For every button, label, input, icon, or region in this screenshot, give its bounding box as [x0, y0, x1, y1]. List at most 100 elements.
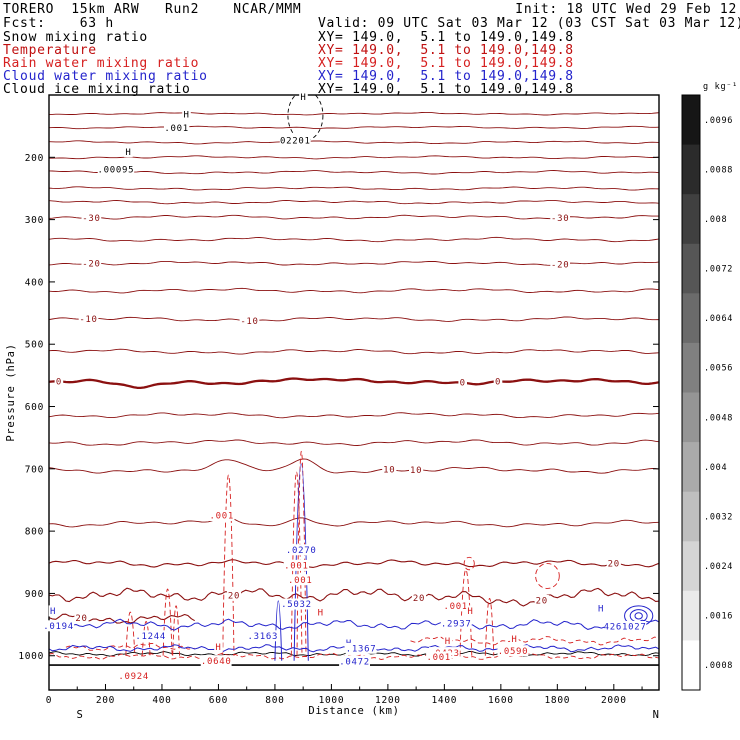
svg-text:0: 0: [495, 378, 501, 388]
legend-xy-cloud-ice: XY= 149.0, 5.1 to 149.0,149.8: [318, 82, 574, 97]
svg-text:1400: 1400: [432, 695, 458, 706]
temperature-contours: [49, 111, 659, 624]
svg-text:H: H: [50, 607, 56, 617]
svg-text:20: 20: [413, 594, 425, 604]
svg-text:.0096: .0096: [704, 116, 733, 126]
svg-text:H: H: [300, 93, 306, 103]
svg-text:.001: .001: [284, 562, 308, 572]
svg-text:200: 200: [25, 153, 44, 164]
svg-text:g kg⁻¹: g kg⁻¹: [703, 82, 738, 92]
legend-label-rain: Rain water mixing ratio: [3, 56, 200, 71]
svg-text:-30: -30: [551, 214, 569, 224]
svg-text:H: H: [183, 111, 189, 121]
svg-text:0: 0: [56, 378, 62, 388]
svg-text:.0640: .0640: [201, 657, 232, 667]
svg-text:800: 800: [265, 695, 284, 706]
svg-text:.008: .008: [704, 215, 727, 225]
legend-xy-rain: XY= 149.0, 5.1 to 149.0,149.8: [318, 56, 574, 71]
x-axis-title: Distance (km): [308, 705, 399, 717]
svg-text:10: 10: [410, 466, 422, 476]
svg-text:.0024: .0024: [704, 562, 733, 572]
svg-text:400: 400: [25, 277, 44, 288]
svg-text:.1244: .1244: [135, 632, 166, 642]
legend-label-cloud-water: Cloud water mixing ratio: [3, 69, 208, 84]
svg-text:.1367: .1367: [346, 645, 377, 655]
svg-text:1000: 1000: [18, 651, 44, 662]
svg-text:.0072: .0072: [704, 265, 733, 275]
valid-time: Valid: 09 UTC Sat 03 Mar 12 (03 CST Sat …: [318, 16, 740, 31]
svg-text:H: H: [445, 637, 451, 647]
svg-text:H: H: [598, 605, 604, 615]
svg-text:20: 20: [75, 614, 87, 624]
svg-text:H: H: [215, 643, 221, 653]
svg-text:.0472: .0472: [339, 658, 370, 668]
colorbar: .0096 .0088 .008 .0072 .0064 .0056 .0048 .004 .0…: [681, 82, 738, 691]
svg-text:1200: 1200: [375, 695, 401, 706]
svg-text:-10: -10: [79, 315, 97, 325]
svg-text:600: 600: [209, 695, 228, 706]
y-axis-title: Pressure (hPa): [5, 343, 17, 441]
south-end-label: S: [77, 709, 84, 721]
legend-xy-cloud-water: XY= 149.0, 5.1 to 149.0,149.8: [318, 69, 574, 84]
cloud-ice-contours: [287, 95, 324, 141]
init-time: Init: 18 UTC Wed 29 Feb 12: [515, 2, 737, 17]
svg-text:2000: 2000: [601, 695, 627, 706]
svg-text:.0016: .0016: [704, 612, 733, 622]
svg-text:700: 700: [25, 464, 44, 475]
svg-text:20: 20: [228, 592, 240, 602]
svg-text:0: 0: [46, 695, 52, 706]
svg-text:20: 20: [536, 597, 548, 607]
svg-text:-10: -10: [240, 317, 258, 327]
forecast-hour: Fcst: 63 h: [3, 16, 114, 31]
svg-text:.0088: .0088: [704, 165, 733, 175]
svg-text:.3163: .3163: [248, 632, 279, 642]
svg-text:200: 200: [96, 695, 115, 706]
svg-text:-30: -30: [82, 214, 100, 224]
svg-text:.0924: .0924: [118, 672, 149, 682]
svg-text:1800: 1800: [544, 695, 570, 706]
svg-text:.0064: .0064: [704, 314, 733, 324]
svg-text:.0008: .0008: [704, 661, 733, 671]
svg-text:1000: 1000: [319, 695, 345, 706]
legend-xy-temperature: XY= 149.0, 5.1 to 149.0,149.8: [318, 43, 574, 58]
svg-text:.0590: .0590: [498, 647, 529, 657]
svg-text:.00095: .00095: [98, 165, 135, 175]
svg-text:.0056: .0056: [704, 364, 733, 374]
model-title: TORERO 15km ARW Run2 NCAR/MMM: [3, 2, 302, 17]
svg-text:.004: .004: [704, 463, 727, 473]
legend-label-snow: Snow mixing ratio: [3, 30, 148, 45]
svg-text:H: H: [467, 607, 473, 617]
svg-text:.0048: .0048: [704, 413, 733, 423]
svg-text:H: H: [511, 635, 517, 645]
svg-text:.0032: .0032: [704, 513, 733, 523]
svg-text:.5032: .5032: [281, 600, 312, 610]
svg-text:800: 800: [25, 527, 44, 538]
svg-text:300: 300: [25, 215, 44, 226]
svg-text:900: 900: [25, 589, 44, 600]
plot-frame: [48, 94, 660, 691]
svg-text:0: 0: [460, 379, 466, 389]
svg-text:10: 10: [383, 466, 395, 476]
svg-text:.0194: .0194: [43, 622, 74, 632]
svg-text:600: 600: [25, 402, 44, 413]
rain-water-contours: [49, 450, 659, 660]
svg-text:.001: .001: [426, 653, 450, 663]
svg-text:.001: .001: [443, 602, 467, 612]
svg-text:1600: 1600: [488, 695, 514, 706]
legend-label-cloud-ice: Cloud ice mixing ratio: [3, 82, 191, 97]
legend-label-temperature: Temperature: [3, 43, 97, 58]
legend-xy-snow: XY= 149.0, 5.1 to 149.0,149.8: [318, 30, 574, 45]
svg-text:-20: -20: [82, 260, 100, 270]
north-end-label: N: [653, 709, 660, 721]
svg-text:02201: 02201: [280, 137, 311, 147]
svg-text:-20: -20: [551, 261, 569, 271]
svg-text:.2937: .2937: [441, 620, 472, 630]
svg-text:500: 500: [25, 340, 44, 351]
svg-text:400: 400: [152, 695, 171, 706]
svg-text:H: H: [125, 148, 131, 158]
svg-text:.0270: .0270: [286, 546, 317, 556]
